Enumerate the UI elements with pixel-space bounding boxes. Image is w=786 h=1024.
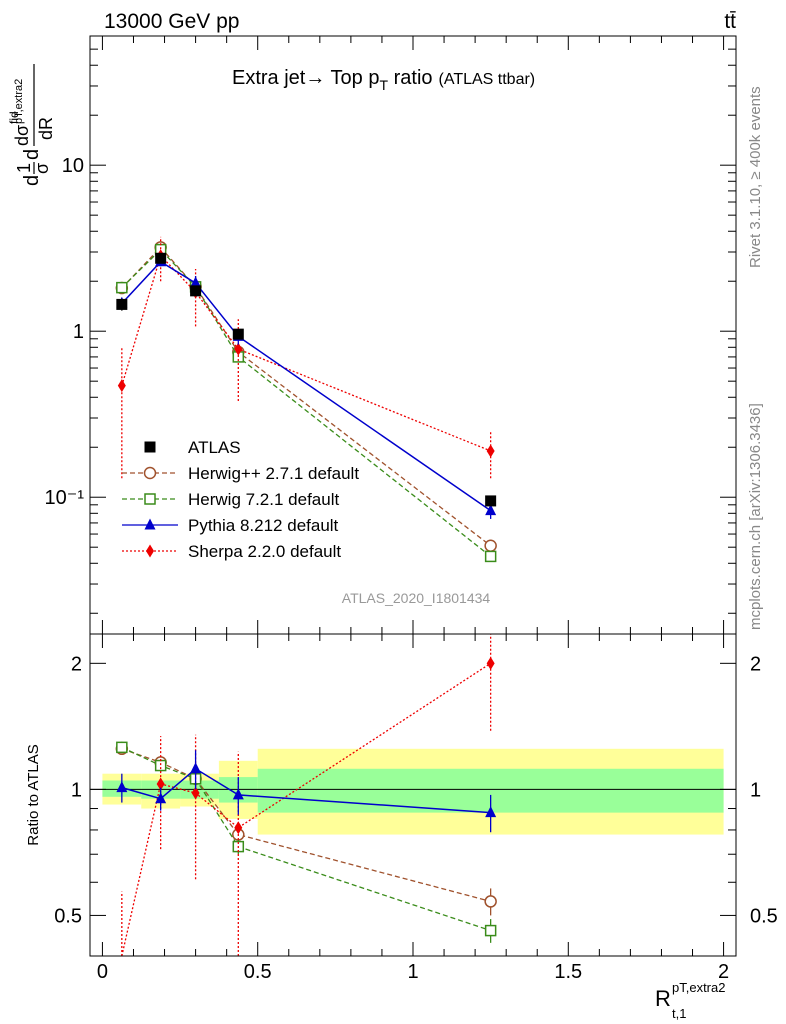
ratio-point-sherpa xyxy=(156,777,165,791)
ratio-point-herwig7 xyxy=(484,924,497,937)
main-y-tick-label: 10 xyxy=(62,155,84,177)
svg-text:dR: dR xyxy=(36,117,56,140)
x-tick-label: 2 xyxy=(718,961,729,983)
point-atlas xyxy=(155,252,167,264)
ratio-y-tick-label-right: 1 xyxy=(750,779,761,801)
point-pythia xyxy=(485,504,497,516)
ratio-point-pythia xyxy=(190,762,202,774)
ratio-y-tick-label: 1 xyxy=(71,779,82,801)
main-panel: 10⁻¹ 1 10 Extra jet→ Top pT ratio (ATLAS tt… xyxy=(7,35,737,635)
series-atlas xyxy=(116,252,497,507)
svg-text:d: d xyxy=(21,175,43,186)
svg-text:pT,extra2: pT,extra2 xyxy=(13,79,25,124)
point-atlas xyxy=(190,285,202,297)
point-herwig7 xyxy=(116,281,128,294)
ratio-x-ticks: 0 0.5 1 1.5 2 xyxy=(97,634,729,983)
series-sherpa xyxy=(117,236,495,479)
chart-title: Extra jet→ Top pT ratio (ATLAS ttbar) xyxy=(232,67,535,93)
legend-marker-pythia xyxy=(144,518,156,530)
legend-marker-herwigpp xyxy=(143,466,157,480)
series-herwig7 xyxy=(116,243,497,563)
ratio-y-tick-label: 0.5 xyxy=(54,905,82,927)
ratio-point-sherpa xyxy=(191,786,200,800)
point-sherpa xyxy=(234,342,243,356)
main-y-ticks: 10⁻¹ 1 10 xyxy=(45,35,736,614)
main-y-tick-label: 10⁻¹ xyxy=(45,487,85,509)
ratio-line-herwigpp xyxy=(121,748,491,903)
ratio-point-herwig7 xyxy=(116,741,128,754)
ratio-point-pythia xyxy=(232,788,244,800)
ratio-point-pythia xyxy=(485,806,497,818)
point-atlas xyxy=(485,495,497,507)
series-line-herwig7 xyxy=(121,248,492,557)
ratio-y-ticks: 0.5 0.5 1 1 2 2 xyxy=(54,653,778,957)
ratio-point-herwigpp xyxy=(484,895,497,908)
series-line-sherpa xyxy=(121,254,491,452)
ratio-y-tick-label-right: 2 xyxy=(750,653,761,675)
point-herwig7 xyxy=(484,550,497,563)
ratio-point-sherpa xyxy=(234,821,243,835)
analysis-watermark: ATLAS_2020_I1801434 xyxy=(342,590,491,606)
mcplots-label: mcplots.cern.ch [arXiv:1306.3436] xyxy=(747,403,764,630)
point-atlas xyxy=(116,298,128,310)
x-axis-label: R t,1 pT,extra2 xyxy=(655,980,725,1021)
legend-label-atlas: ATLAS xyxy=(188,438,241,457)
svg-text:fid: fid xyxy=(7,111,21,124)
point-sherpa xyxy=(486,444,495,458)
ratio-panel: 0.5 0.5 1 1 2 2 0 0.5 1 1.5 2 Ratio to ATLAS R t,… xyxy=(25,633,778,1021)
main-y-axis-label: d 1 σ d dσ fid dR pT,extra2 xyxy=(7,64,56,186)
svg-text:1: 1 xyxy=(14,163,34,173)
x-tick-label: 1 xyxy=(407,961,418,983)
ratio-point-sherpa xyxy=(486,656,495,670)
ratio-series-pythia xyxy=(116,750,497,833)
svg-text:t,1: t,1 xyxy=(672,1006,686,1021)
svg-text:σ: σ xyxy=(32,163,52,174)
rivet-version-label: Rivet 3.1.10, ≥ 400k events xyxy=(747,86,764,268)
point-atlas xyxy=(232,328,244,340)
ratio-y-tick-label: 2 xyxy=(71,653,82,675)
legend-marker-atlas xyxy=(144,441,156,453)
ratio-y-axis-label: Ratio to ATLAS xyxy=(25,744,42,845)
ratio-point-pythia xyxy=(155,792,167,804)
legend-label-herwigpp: Herwig++ 2.7.1 default xyxy=(188,464,359,483)
x-tick-label: 1.5 xyxy=(554,961,582,983)
legend-label-herwig7: Herwig 7.2.1 default xyxy=(188,490,339,509)
ratio-point-pythia xyxy=(116,781,128,793)
ratio-series xyxy=(115,634,497,957)
svg-text:dσ: dσ xyxy=(12,125,32,146)
ratio-y-tick-label-right: 0.5 xyxy=(750,905,778,927)
legend-marker-sherpa xyxy=(146,544,154,558)
point-herwigpp xyxy=(484,539,497,553)
main-frame xyxy=(89,35,737,635)
main-x-ticks xyxy=(101,36,725,634)
x-tick-label: 0 xyxy=(97,961,108,983)
energy-label: 13000 GeV pp xyxy=(104,10,239,33)
point-pythia xyxy=(190,276,202,288)
legend-label-sherpa: Sherpa 2.2.0 default xyxy=(188,542,341,561)
legend-marker-herwig7 xyxy=(144,493,156,505)
svg-text:R: R xyxy=(655,986,671,1011)
x-tick-label: 0.5 xyxy=(244,961,272,983)
process-label: tt̄ xyxy=(724,10,736,33)
legend-label-pythia: Pythia 8.212 default xyxy=(188,516,339,535)
svg-text:d: d xyxy=(21,149,43,160)
main-series xyxy=(115,236,497,563)
point-sherpa xyxy=(117,379,126,393)
legend: ATLAS Herwig++ 2.7.1 default Herwig 7.2.1 … xyxy=(122,438,359,561)
svg-text:pT,extra2: pT,extra2 xyxy=(672,980,725,995)
main-y-tick-label: 1 xyxy=(73,321,84,343)
